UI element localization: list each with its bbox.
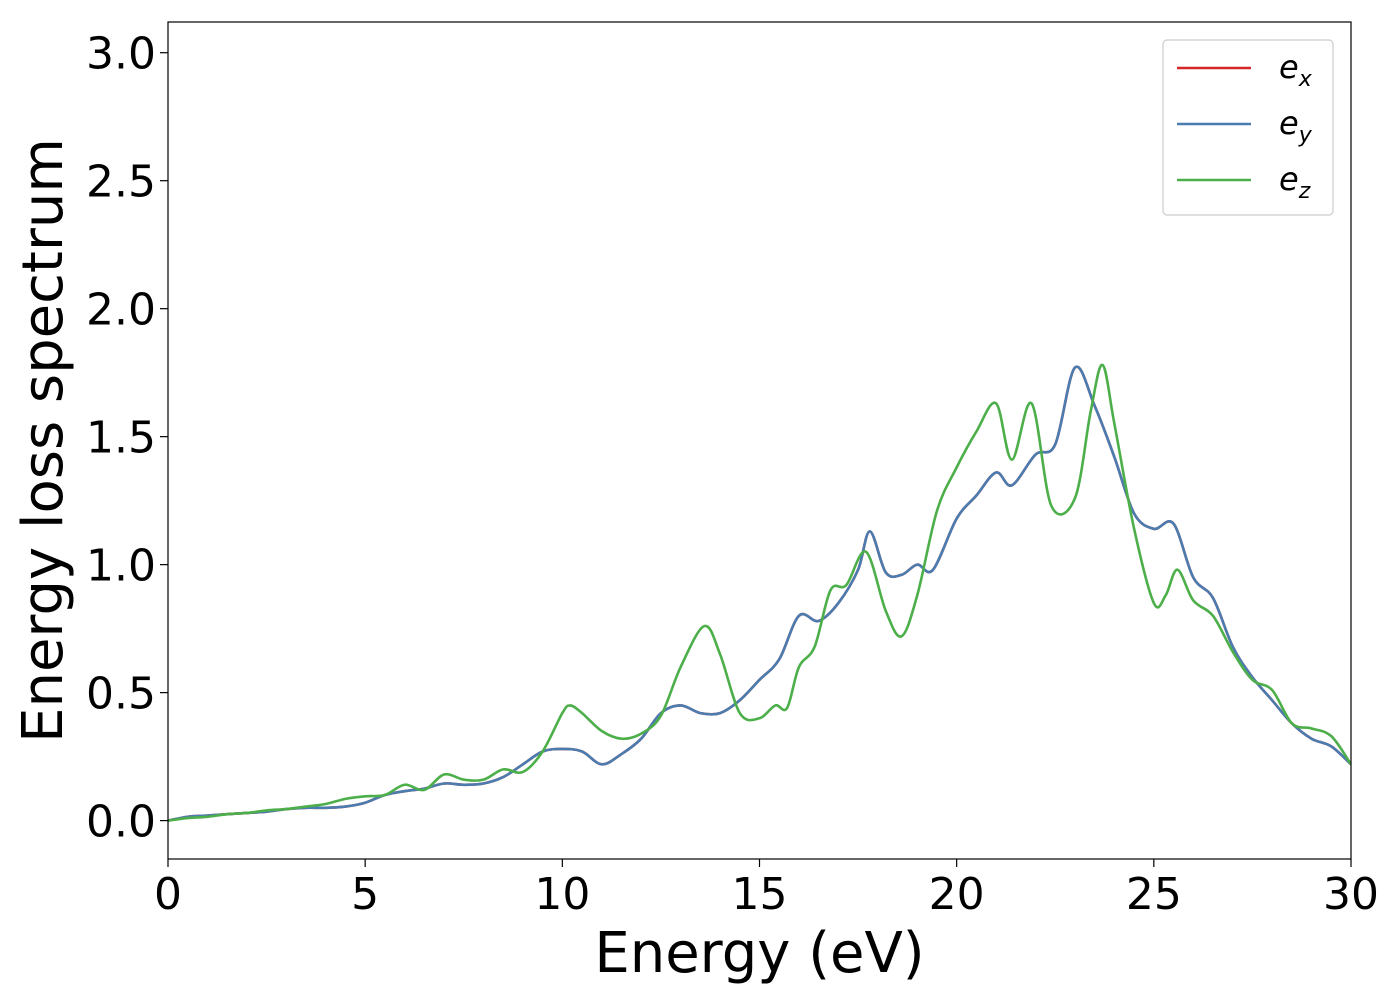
y-tick-label: 0.0 bbox=[86, 797, 156, 848]
x-tick-label: 30 bbox=[1323, 869, 1379, 920]
legend-label-base: e bbox=[1279, 104, 1299, 142]
x-tick-label: 10 bbox=[534, 869, 590, 920]
legend-label-subscript: y bbox=[1298, 123, 1313, 148]
series-line-y bbox=[168, 365, 1351, 822]
legend-label-base: e bbox=[1279, 160, 1299, 198]
y-tick-label: 2.5 bbox=[86, 157, 156, 208]
plot-area bbox=[168, 363, 1351, 822]
x-tick-label: 15 bbox=[732, 869, 788, 920]
y-axis-title: Energy loss spectrum bbox=[11, 138, 76, 743]
legend-box bbox=[1162, 39, 1334, 216]
y-tick-label: 3.0 bbox=[86, 29, 156, 80]
series-line-z bbox=[168, 363, 1351, 822]
legend-label-y: ey bbox=[1279, 104, 1313, 148]
y-tick-label: 1.5 bbox=[86, 413, 156, 464]
x-tick-label: 5 bbox=[351, 869, 379, 920]
y-tick-label: 1.0 bbox=[86, 541, 156, 592]
y-tick-label: 2.0 bbox=[86, 285, 156, 336]
legend-label-subscript: z bbox=[1298, 179, 1311, 204]
x-tick-label: 20 bbox=[929, 869, 985, 920]
x-tick-label: 25 bbox=[1126, 869, 1182, 920]
y-axis: 0.0 0.5 1.0 1.5 2.0 2.5 3.0 bbox=[86, 29, 168, 848]
legend-label-z: ez bbox=[1279, 160, 1311, 204]
x-tick-label: 0 bbox=[154, 869, 182, 920]
legend-label-subscript: x bbox=[1298, 67, 1313, 92]
legend-label-base: e bbox=[1279, 48, 1299, 86]
y-tick-label: 0.5 bbox=[86, 669, 156, 720]
x-axis: 0 5 10 15 20 25 30 bbox=[154, 859, 1379, 920]
x-axis-title: Energy (eV) bbox=[594, 921, 924, 986]
legend-label-x: ex bbox=[1279, 48, 1313, 92]
